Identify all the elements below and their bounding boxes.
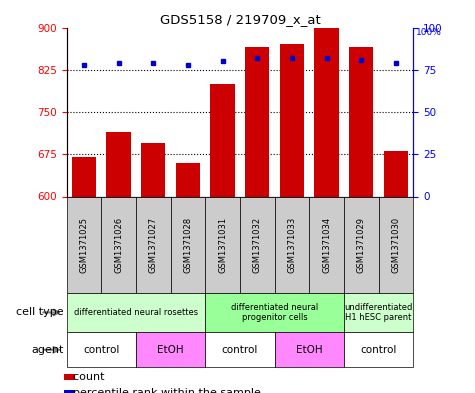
- Text: GSM1371030: GSM1371030: [391, 217, 400, 273]
- Text: GSM1371027: GSM1371027: [149, 217, 158, 273]
- Text: GSM1371032: GSM1371032: [253, 217, 262, 273]
- Bar: [72, 157, 96, 196]
- Bar: [245, 47, 269, 196]
- Text: GSM1371034: GSM1371034: [322, 217, 331, 273]
- Bar: [210, 84, 235, 196]
- Bar: [349, 47, 373, 196]
- Bar: [176, 163, 200, 196]
- Bar: [106, 132, 131, 196]
- Text: undifferentiated
H1 hESC parent: undifferentiated H1 hESC parent: [344, 303, 413, 322]
- Text: EtOH: EtOH: [157, 345, 184, 355]
- Text: count: count: [66, 372, 105, 382]
- Text: GSM1371031: GSM1371031: [218, 217, 227, 273]
- Text: cell type: cell type: [17, 307, 64, 318]
- Text: control: control: [222, 345, 258, 355]
- Title: GDS5158 / 219709_x_at: GDS5158 / 219709_x_at: [160, 13, 320, 26]
- Bar: [141, 143, 165, 196]
- Text: differentiated neural
progenitor cells: differentiated neural progenitor cells: [231, 303, 318, 322]
- Text: agent: agent: [32, 345, 64, 355]
- Text: control: control: [361, 345, 397, 355]
- Bar: [314, 28, 339, 196]
- Text: GSM1371028: GSM1371028: [183, 217, 192, 273]
- Text: GSM1371029: GSM1371029: [357, 217, 366, 273]
- Text: GSM1371025: GSM1371025: [79, 217, 88, 273]
- Bar: [280, 44, 304, 196]
- Text: EtOH: EtOH: [296, 345, 323, 355]
- Text: 100%: 100%: [416, 28, 441, 37]
- Bar: [384, 151, 408, 196]
- Text: differentiated neural rosettes: differentiated neural rosettes: [74, 308, 198, 317]
- Text: control: control: [83, 345, 119, 355]
- Text: GSM1371033: GSM1371033: [287, 217, 296, 273]
- Text: percentile rank within the sample: percentile rank within the sample: [66, 388, 261, 393]
- Text: GSM1371026: GSM1371026: [114, 217, 123, 273]
